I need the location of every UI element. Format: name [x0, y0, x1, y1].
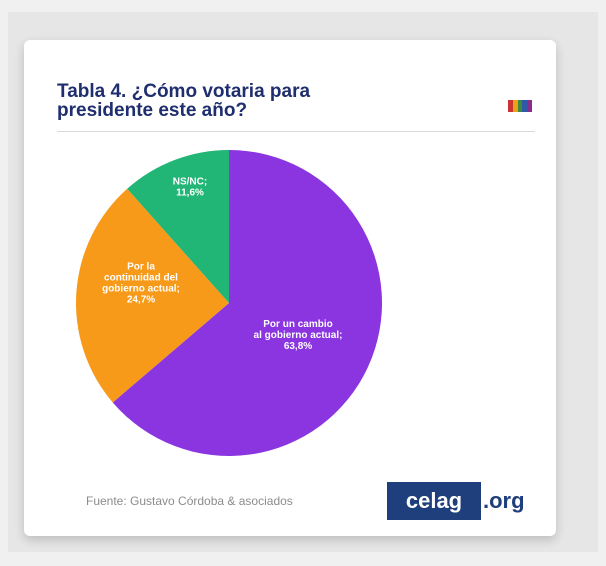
pie-slice-3 — [127, 150, 229, 303]
flag-stripe-3 — [517, 100, 523, 112]
pie-slice-1 — [112, 150, 383, 456]
pie-slice-label-1-line-3: 63,8% — [284, 341, 312, 352]
pie-slice-label-3: NS/NC; 11,6% — [173, 177, 207, 199]
chart-title-line-2: presidente este año? — [57, 100, 248, 121]
pie-slice-2 — [76, 188, 229, 403]
title-divider — [57, 131, 535, 132]
flag-stripe-1 — [508, 100, 513, 112]
pie-slice-label-1: Por un cambio al gobierno actual; 63,8% — [254, 319, 343, 352]
pie-slice-label-2-line-4: 24,7% — [127, 295, 155, 306]
pie-slice-label-3-line-1: NS/NC; — [173, 177, 207, 188]
flag-stripe-2 — [512, 100, 518, 112]
flag-stripe-5 — [527, 100, 532, 112]
pie-slice-label-2-line-2: continuidad del — [104, 273, 178, 284]
pie-slice-label-1-line-2: al gobierno actual; — [254, 330, 343, 341]
celag-logo: celag .org — [387, 482, 537, 520]
pie-slice-label-1-line-1: Por un cambio — [263, 319, 332, 330]
celag-logo-ext: .org — [483, 488, 525, 513]
pie-slice-label-2-line-3: gobierno actual; — [102, 284, 180, 295]
chart-title-line-1: Tabla 4. ¿Cómo votaria para — [57, 81, 311, 102]
chart-title: Tabla 4. ¿Cómo votaria para presidente e… — [57, 82, 417, 120]
flag-stripe-4 — [522, 100, 528, 112]
source-note: Fuente: Gustavo Córdoba & asociados — [86, 494, 293, 508]
pie-slice-label-3-line-2: 11,6% — [176, 188, 204, 199]
pie-slice-label-2: Por la continuidad del gobierno actual; 24,… — [102, 262, 180, 306]
flag-icon — [508, 100, 532, 112]
celag-logo-main: celag — [387, 482, 481, 520]
pie-slice-label-2-line-1: Por la — [127, 262, 155, 273]
